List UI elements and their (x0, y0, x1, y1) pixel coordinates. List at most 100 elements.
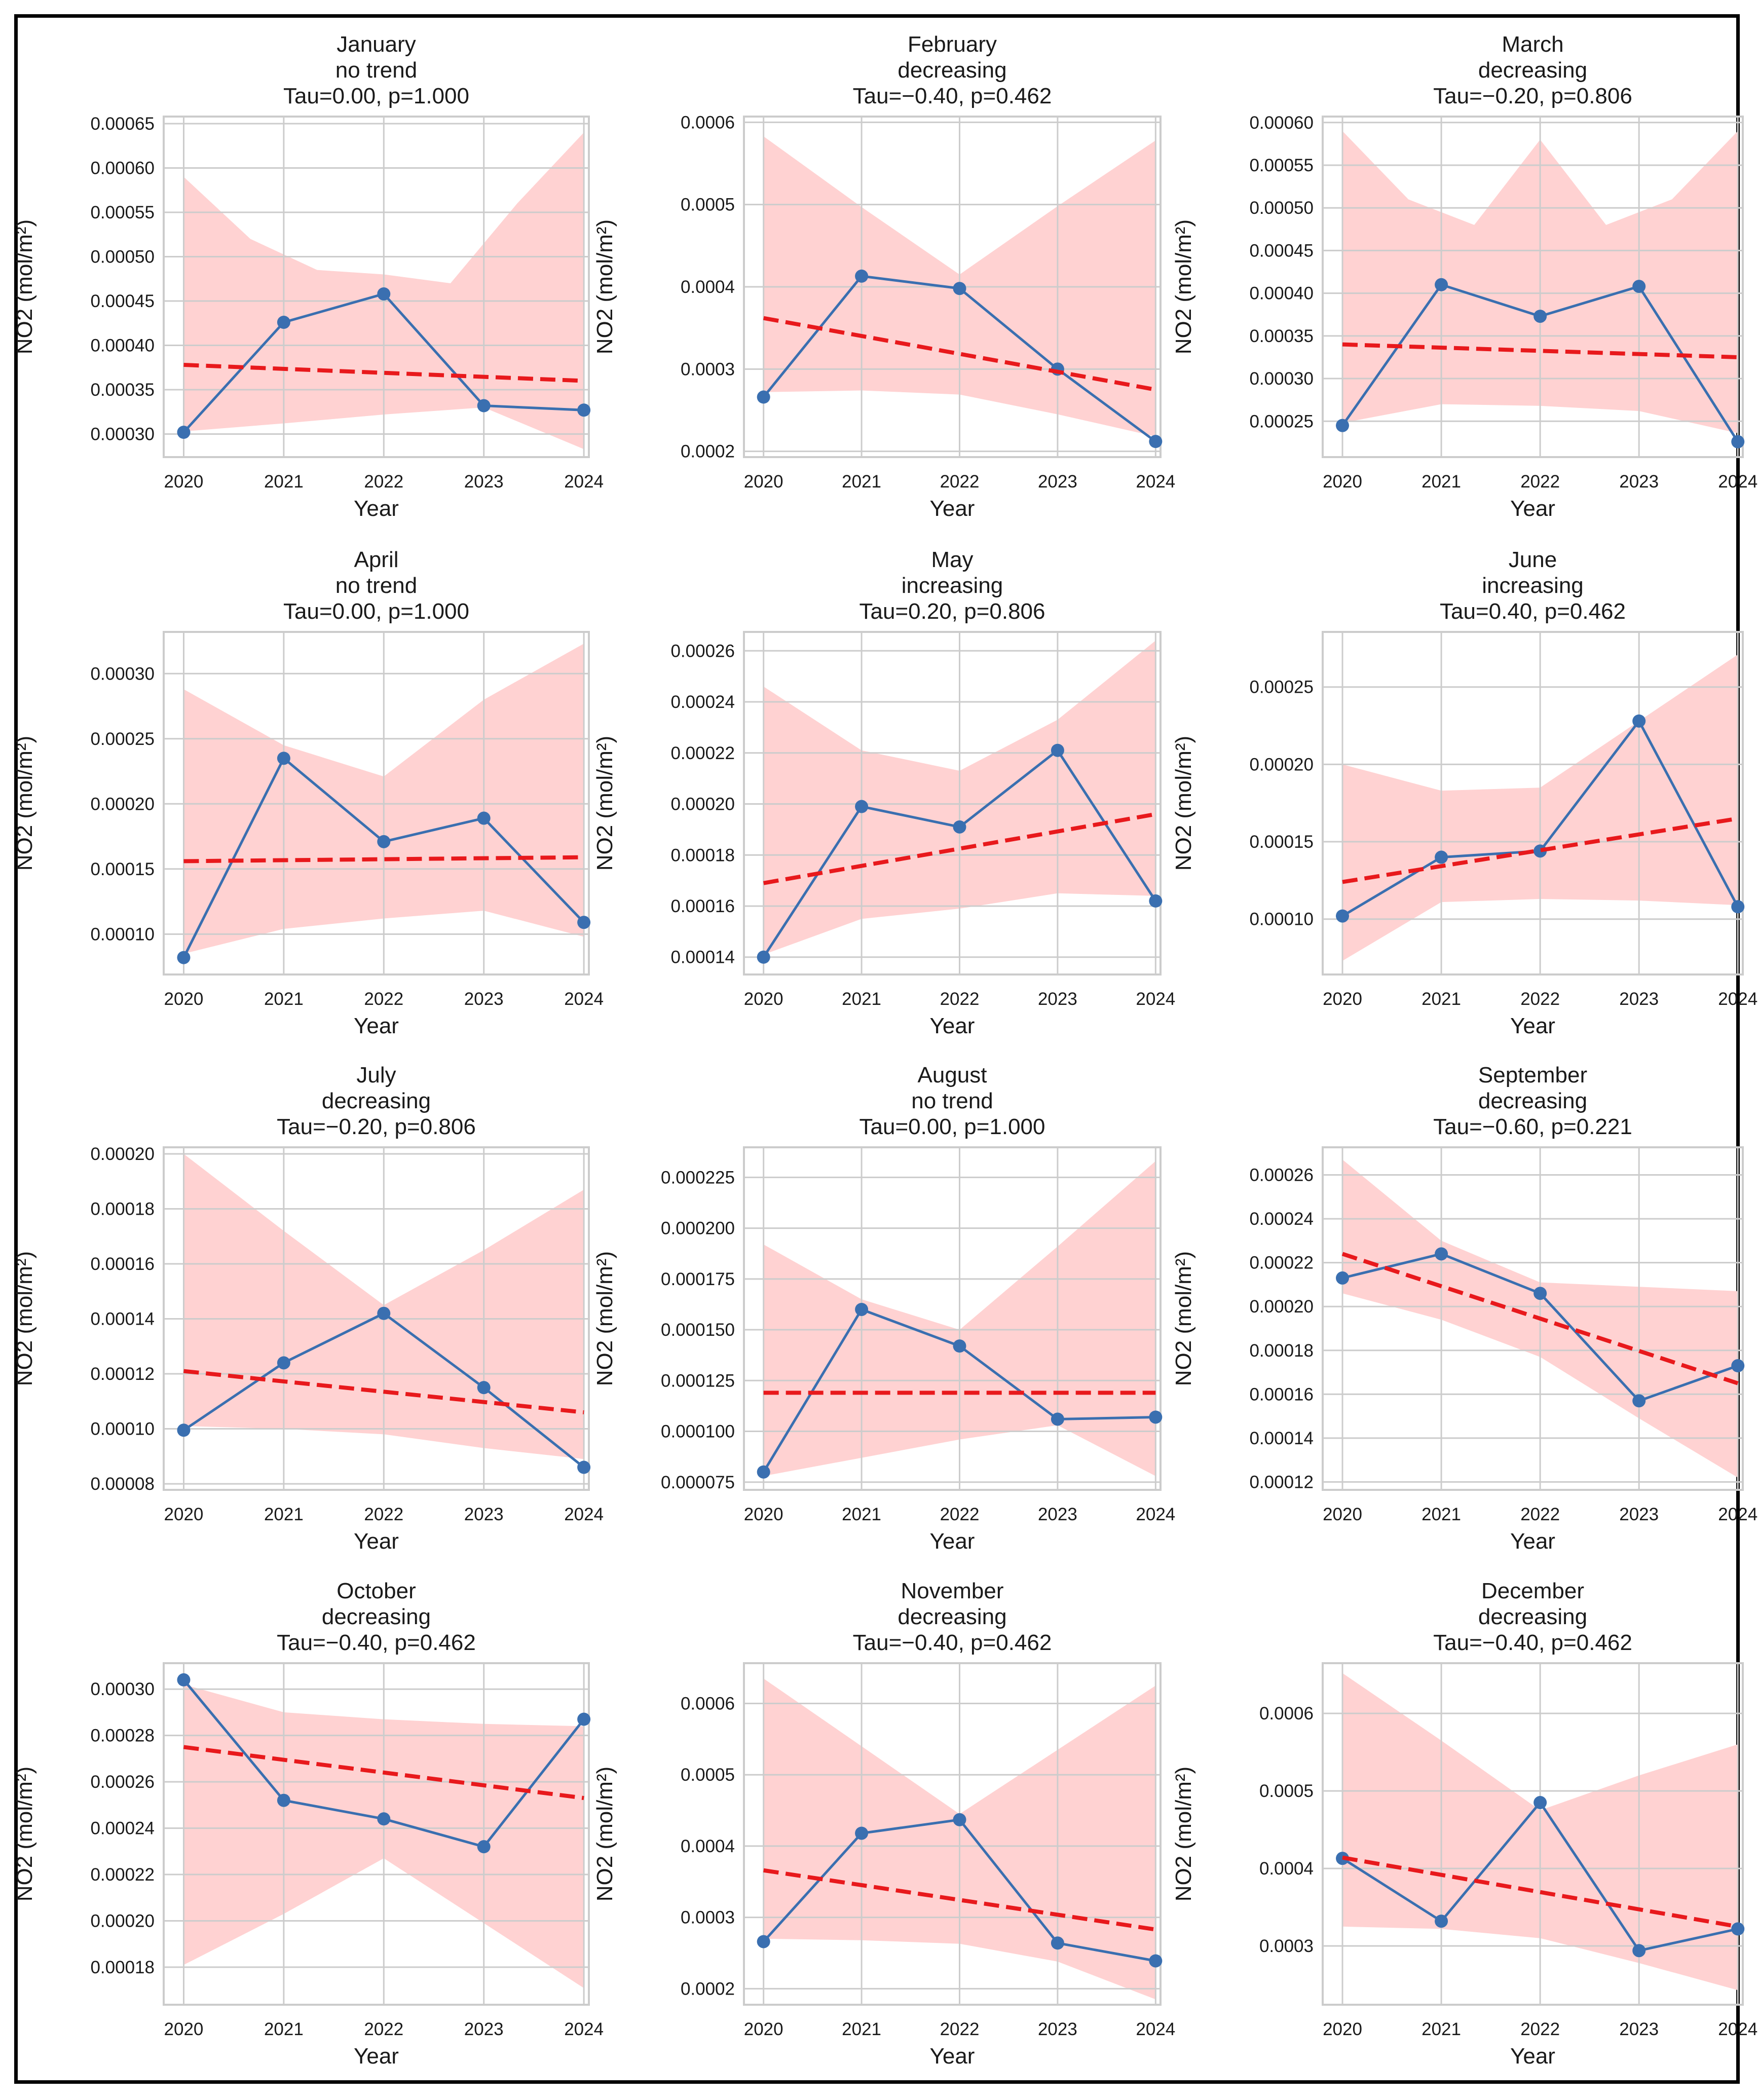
subplot-title-month: September (1478, 1063, 1587, 1088)
x-tick-label: 2022 (364, 472, 403, 492)
x-tick-label: 2024 (1136, 1505, 1175, 1524)
y-tick-label: 0.00025 (1249, 411, 1314, 431)
y-tick-label: 0.00040 (90, 336, 155, 356)
y-tick-label: 0.00045 (90, 291, 155, 311)
x-tick-label: 2020 (744, 1505, 783, 1524)
observed-point (177, 1423, 191, 1437)
y-tick-label: 0.000100 (661, 1422, 735, 1442)
x-tick-label: 2023 (464, 1505, 504, 1524)
subplot-title-stats: Tau=0.00, p=1.000 (859, 1114, 1045, 1139)
observed-point (1632, 1944, 1646, 1958)
observed-point (953, 1339, 966, 1353)
x-tick-label: 2020 (164, 2019, 204, 2039)
y-tick-label: 0.00015 (1249, 832, 1314, 852)
x-tick-label: 2023 (464, 989, 504, 1009)
x-tick-label: 2023 (1619, 472, 1659, 492)
observed-point (477, 1840, 491, 1854)
observed-point (757, 1465, 770, 1479)
y-tick-label: 0.0003 (1259, 1936, 1314, 1956)
y-axis-label: NO2 (mol/m²) (592, 1767, 617, 1901)
x-tick-label: 2020 (744, 989, 783, 1009)
subplot-title-month: June (1509, 547, 1557, 572)
x-axis-label: Year (930, 496, 975, 521)
observed-point (1632, 280, 1646, 293)
y-tick-label: 0.00020 (90, 794, 155, 814)
y-tick-label: 0.00020 (670, 795, 735, 814)
x-axis-label: Year (354, 2044, 399, 2069)
subplot-title-stats: Tau=0.20, p=0.806 (859, 599, 1045, 624)
x-tick-label: 2021 (264, 1505, 304, 1524)
x-tick-label: 2022 (940, 989, 980, 1009)
y-tick-label: 0.00030 (90, 425, 155, 444)
x-axis-label: Year (354, 1529, 399, 1554)
axes-frame (743, 631, 1162, 976)
x-tick-label: 2021 (1422, 1505, 1461, 1524)
y-tick-label: 0.00020 (90, 1911, 155, 1931)
x-axis-label: Year (930, 1529, 975, 1554)
observed-point (477, 811, 491, 825)
observed-point (1435, 1915, 1448, 1928)
observed-point (855, 269, 869, 283)
x-axis-label: Year (1510, 1014, 1555, 1038)
x-tick-label: 2023 (1038, 1505, 1077, 1524)
y-axis-label: NO2 (mol/m²) (1171, 1251, 1196, 1386)
x-tick-label: 2022 (364, 1505, 403, 1524)
x-tick-label: 2024 (1136, 2019, 1175, 2039)
observed-point (953, 282, 966, 295)
y-tick-label: 0.00055 (1249, 156, 1314, 175)
x-tick-label: 2023 (1038, 472, 1077, 492)
observed-point (277, 1356, 290, 1370)
y-tick-label: 0.00060 (90, 159, 155, 178)
y-tick-label: 0.0002 (681, 442, 735, 462)
y-axis-label: NO2 (mol/m²) (1171, 736, 1196, 871)
y-tick-label: 0.000075 (661, 1473, 735, 1492)
x-tick-label: 2022 (1520, 472, 1560, 492)
axes-frame (1322, 1146, 1744, 1491)
subplot-title-trend: decreasing (322, 1089, 431, 1113)
observed-point (757, 1935, 770, 1948)
subplot-title-trend: decreasing (1478, 1604, 1587, 1629)
y-tick-label: 0.00018 (90, 1958, 155, 1977)
y-tick-label: 0.00040 (1249, 284, 1314, 304)
y-tick-label: 0.00026 (1249, 1166, 1314, 1185)
subplot-title-stats: Tau=−0.40, p=0.462 (277, 1630, 476, 1655)
x-tick-label: 2023 (1038, 989, 1077, 1009)
subplot-title-stats: Tau=−0.40, p=0.462 (853, 84, 1052, 108)
y-tick-label: 0.00010 (90, 924, 155, 944)
y-tick-label: 0.00020 (1249, 755, 1314, 774)
y-tick-label: 0.000150 (661, 1320, 735, 1340)
observed-point (1533, 1287, 1547, 1300)
x-tick-label: 2022 (940, 1505, 980, 1524)
x-tick-label: 2020 (1323, 2019, 1362, 2039)
subplot-title-trend: decreasing (1478, 58, 1587, 83)
observed-point (1533, 1796, 1547, 1810)
observed-point (1336, 1271, 1350, 1285)
x-tick-label: 2024 (564, 989, 604, 1009)
y-tick-label: 0.0006 (1259, 1704, 1314, 1723)
x-tick-label: 2020 (744, 472, 783, 492)
x-tick-label: 2022 (364, 2019, 403, 2039)
observed-point (577, 916, 591, 929)
y-tick-label: 0.00026 (670, 641, 735, 661)
axes-frame (163, 116, 590, 458)
y-tick-label: 0.00016 (90, 1254, 155, 1274)
subplot-title-trend: no trend (335, 58, 417, 83)
subplot-title-month: March (1502, 32, 1563, 57)
axes-frame (1322, 631, 1744, 976)
subplot-title-stats: Tau=0.00, p=1.000 (283, 599, 469, 624)
subplot-title-trend: increasing (1482, 573, 1584, 598)
x-tick-label: 2021 (842, 2019, 881, 2039)
x-tick-label: 2024 (564, 1505, 604, 1524)
trend-line (183, 1745, 584, 1801)
y-axis-label: NO2 (mol/m²) (12, 736, 37, 871)
observed-point (1533, 310, 1547, 323)
y-tick-label: 0.00030 (1249, 369, 1314, 389)
x-tick-label: 2022 (940, 472, 980, 492)
subplot-title-month: December (1481, 1579, 1584, 1603)
y-tick-label: 0.0003 (681, 1908, 735, 1928)
y-tick-label: 0.00022 (90, 1865, 155, 1885)
